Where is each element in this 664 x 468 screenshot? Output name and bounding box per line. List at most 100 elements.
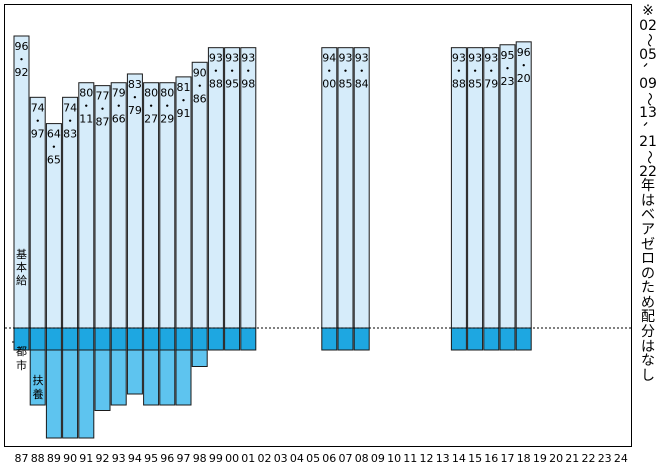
bar-label-bottom-87: 92 bbox=[15, 66, 29, 79]
x-tick-05: 05 bbox=[306, 452, 320, 465]
series-label-city-char: 都 bbox=[16, 345, 27, 358]
bar-label-bottom-98: 86 bbox=[193, 92, 207, 105]
series-label-base-char: 給 bbox=[16, 273, 27, 287]
city-bar-17 bbox=[499, 327, 516, 351]
note-char: 〜 bbox=[640, 150, 657, 165]
bar-label-dot-99: ・ bbox=[210, 65, 221, 78]
x-tick-23: 23 bbox=[598, 452, 612, 465]
x-tick-01: 01 bbox=[241, 452, 255, 465]
note-char: 21 bbox=[639, 134, 657, 151]
note-char: ア bbox=[641, 221, 655, 238]
bar-label-top-97: 81 bbox=[177, 81, 191, 94]
city-bar-01 bbox=[240, 327, 257, 351]
note-char: 22 bbox=[639, 163, 657, 180]
x-tick-24: 24 bbox=[614, 452, 628, 465]
bar-label-top-91: 80 bbox=[79, 87, 93, 100]
bar-label-top-07: 93 bbox=[339, 52, 353, 65]
note-char: 分 bbox=[641, 324, 655, 341]
note-char: た bbox=[641, 280, 655, 297]
note-char: ゼ bbox=[641, 236, 655, 253]
city-bar-15 bbox=[467, 327, 484, 351]
bar-label-top-87: 96 bbox=[15, 40, 29, 53]
bar-label-dot-18: ・ bbox=[518, 59, 529, 72]
plot-frame bbox=[4, 4, 632, 447]
x-tick-94: 94 bbox=[128, 452, 142, 465]
x-tick-09: 09 bbox=[371, 452, 385, 465]
note-char: ベ bbox=[641, 207, 655, 224]
x-tick-19: 19 bbox=[533, 452, 547, 465]
x-tick-20: 20 bbox=[549, 452, 563, 465]
note-char: め bbox=[641, 294, 655, 311]
bar-label-bottom-95: 27 bbox=[144, 113, 158, 126]
x-tick-04: 04 bbox=[290, 452, 304, 465]
bar-label-top-94: 83 bbox=[128, 78, 142, 91]
series-label-family-char: 養 bbox=[33, 387, 44, 401]
x-tick-21: 21 bbox=[565, 452, 579, 465]
x-tick-97: 97 bbox=[177, 452, 191, 465]
x-tick-18: 18 bbox=[517, 452, 531, 465]
bar-label-dot-95: ・ bbox=[146, 100, 157, 113]
x-tick-95: 95 bbox=[144, 452, 158, 465]
bar-label-top-90: 74 bbox=[63, 101, 77, 114]
series-label-base-char: 本 bbox=[16, 260, 27, 274]
bar-label-bottom-96: 29 bbox=[160, 113, 174, 126]
family-bar-94 bbox=[126, 349, 143, 395]
bar-label-top-15: 93 bbox=[468, 52, 482, 65]
bar-label-top-99: 93 bbox=[209, 52, 223, 65]
note-char: 02 bbox=[639, 17, 657, 34]
city-bar-16 bbox=[483, 327, 500, 351]
note-char: な bbox=[641, 353, 655, 370]
x-tick-93: 93 bbox=[112, 452, 126, 465]
bar-label-top-92: 77 bbox=[96, 90, 110, 103]
bar-label-dot-87: ・ bbox=[16, 53, 27, 66]
x-tick-17: 17 bbox=[501, 452, 515, 465]
city-bar-18 bbox=[515, 327, 532, 351]
bar-label-top-88: 74 bbox=[31, 101, 45, 114]
x-tick-13: 13 bbox=[436, 452, 450, 465]
note-char: 13 bbox=[639, 105, 657, 122]
x-tick-12: 12 bbox=[420, 452, 434, 465]
bar-label-dot-88: ・ bbox=[32, 114, 43, 127]
note-char: 09 bbox=[639, 75, 657, 92]
x-tick-08: 08 bbox=[355, 452, 369, 465]
family-bar-90 bbox=[62, 349, 79, 439]
bar-label-top-01: 93 bbox=[241, 52, 255, 65]
note-char: 年 bbox=[641, 178, 655, 195]
bar-label-bottom-00: 95 bbox=[225, 78, 239, 91]
city-bar-00 bbox=[224, 327, 241, 351]
x-tick-92: 92 bbox=[96, 452, 110, 465]
bar-label-dot-01: ・ bbox=[243, 65, 254, 78]
bar-label-top-16: 93 bbox=[484, 52, 498, 65]
x-tick-14: 14 bbox=[452, 452, 466, 465]
family-bar-92 bbox=[94, 349, 111, 411]
x-tick-96: 96 bbox=[160, 452, 174, 465]
bar-label-bottom-94: 79 bbox=[128, 104, 142, 117]
x-tick-03: 03 bbox=[274, 452, 288, 465]
bar-label-bottom-91: 11 bbox=[79, 113, 93, 126]
bar-label-bottom-14: 88 bbox=[452, 78, 466, 91]
bar-label-top-89: 64 bbox=[47, 128, 61, 141]
family-bar-98 bbox=[191, 349, 208, 367]
bar-label-bottom-92: 87 bbox=[96, 116, 110, 129]
note-char: 〜 bbox=[640, 33, 657, 48]
bar-label-bottom-88: 97 bbox=[31, 127, 45, 140]
family-bar-95 bbox=[143, 349, 160, 406]
note-char: ロ bbox=[641, 251, 655, 268]
bar-label-dot-91: ・ bbox=[81, 100, 92, 113]
bar-label-dot-97: ・ bbox=[178, 94, 189, 107]
x-tick-22: 22 bbox=[582, 452, 596, 465]
x-tick-06: 06 bbox=[322, 452, 336, 465]
bar-label-dot-00: ・ bbox=[227, 65, 238, 78]
bar-label-bottom-08: 84 bbox=[355, 78, 369, 91]
bar-label-top-95: 80 bbox=[144, 87, 158, 100]
bar-label-dot-14: ・ bbox=[453, 65, 464, 78]
note-char: 、 bbox=[640, 121, 657, 136]
bar-label-top-06: 94 bbox=[322, 52, 336, 65]
bar-label-dot-06: ・ bbox=[324, 65, 335, 78]
note-char: 配 bbox=[641, 309, 655, 326]
family-bar-97 bbox=[175, 349, 192, 406]
bar-label-bottom-90: 83 bbox=[63, 127, 77, 140]
bar-label-dot-89: ・ bbox=[48, 141, 59, 154]
